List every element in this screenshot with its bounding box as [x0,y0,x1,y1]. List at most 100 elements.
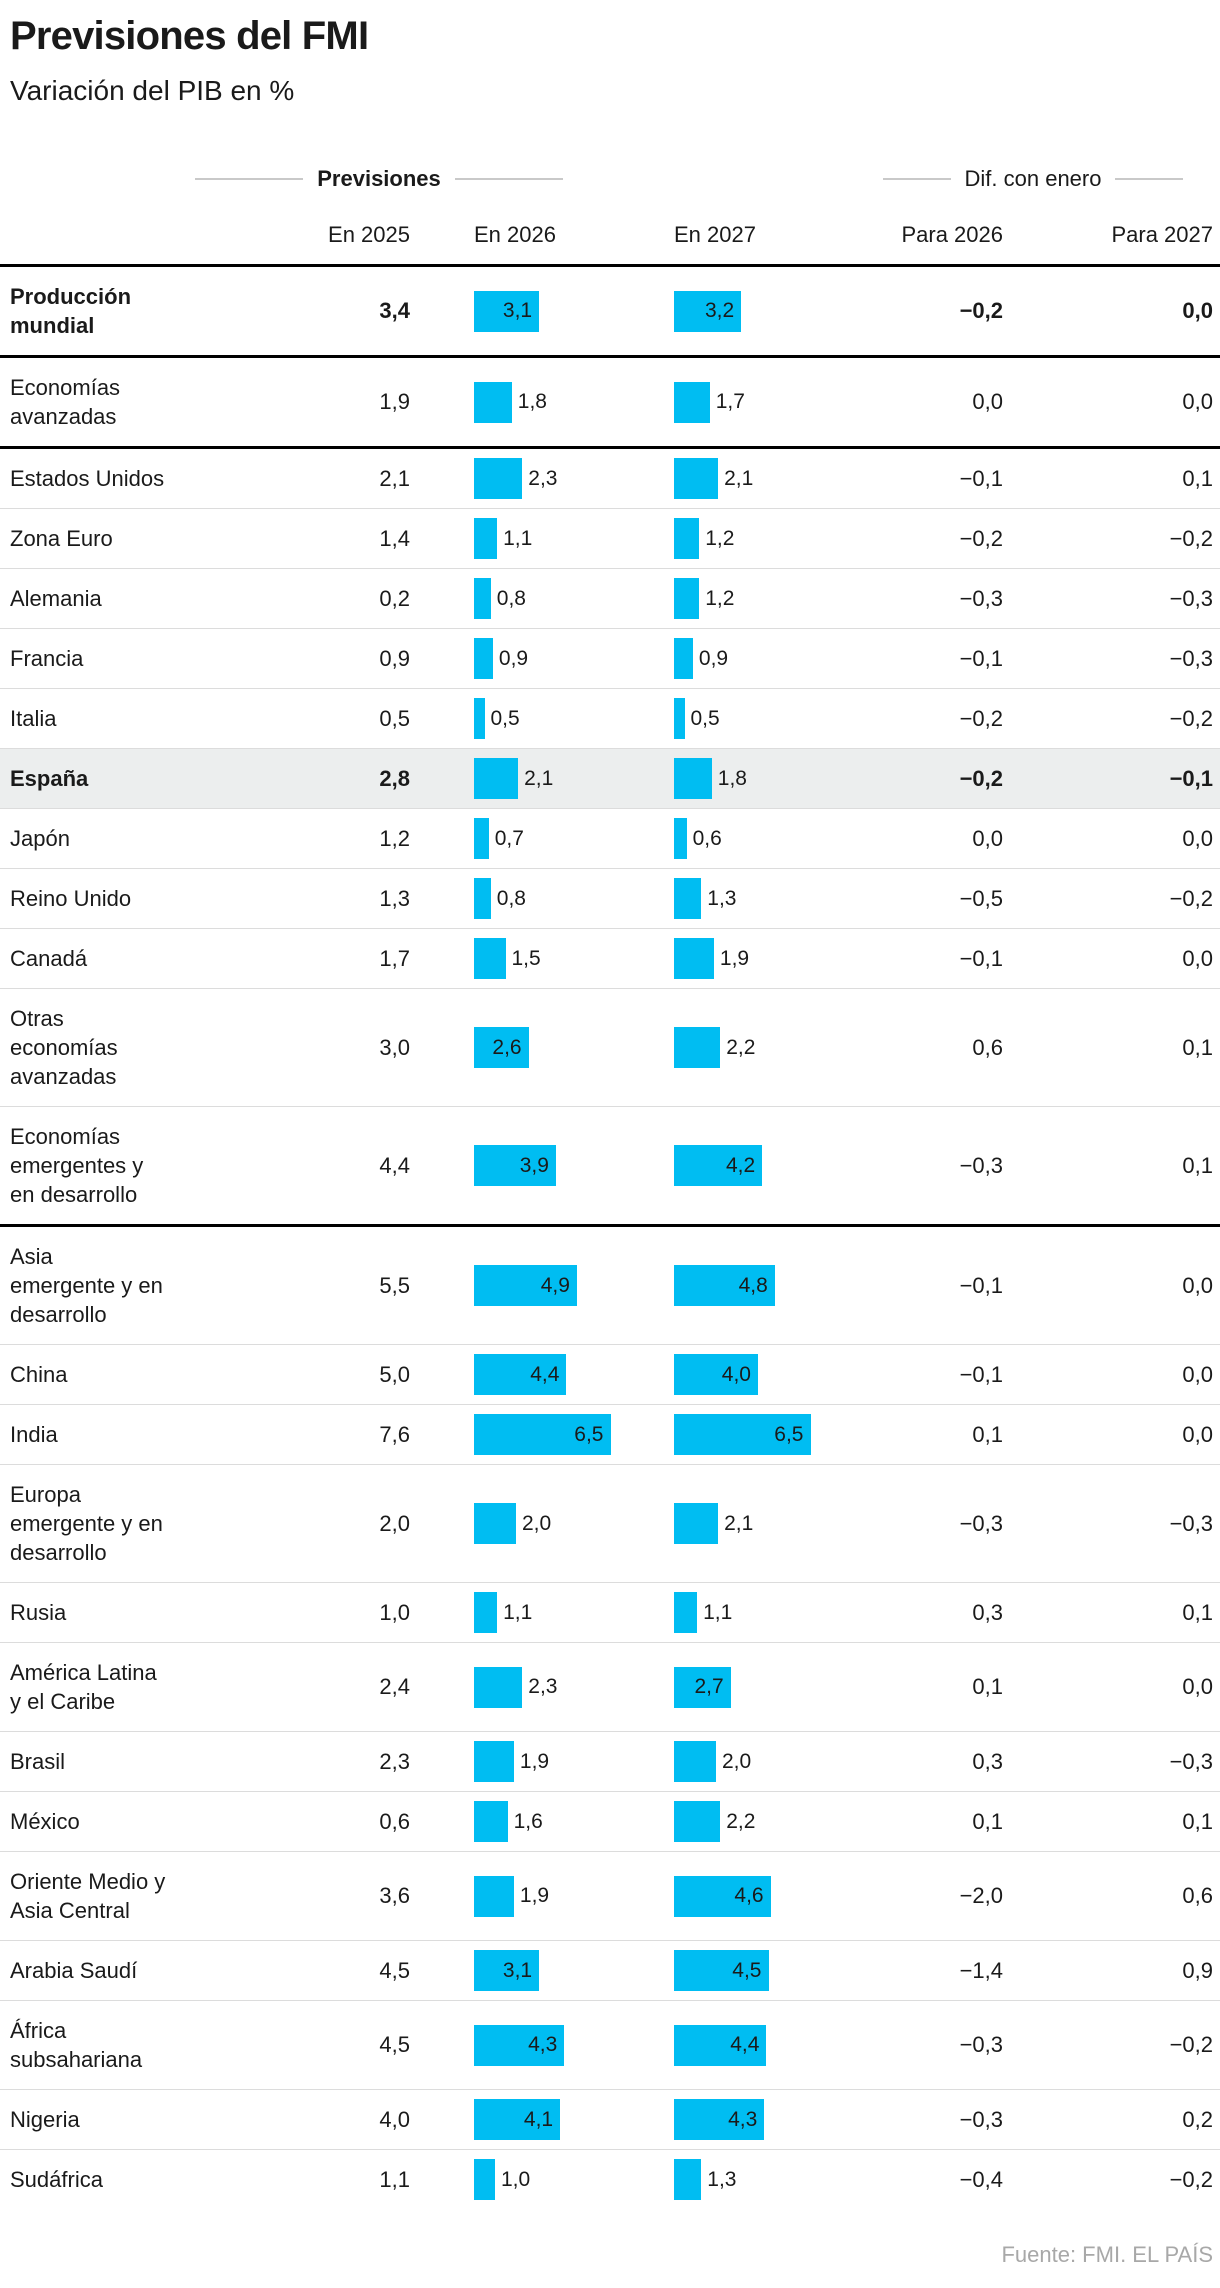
table-row: Estados Unidos 2,1 2,3 2,1 −0,1 0,1 [0,446,1220,508]
bar-cell-en-2027: 3,2 [674,290,874,332]
bar-label-en-2027: 1,1 [703,1600,733,1624]
value-para-2027: 0,6 [1182,1883,1213,1908]
value-para-2027: 0,0 [1182,825,1213,851]
bar-label-en-2026: 0,5 [490,706,520,730]
value-para-2026: −0,5 [959,885,1003,911]
bar-cell-en-2026: 1,9 [474,1741,674,1782]
value-para-2026: 0,6 [972,1034,1003,1060]
row-label-line: Economías [10,375,121,400]
row-label: Oriente Medio y Asia Central [10,1852,300,1940]
bar-en-2027: 1,2 [674,578,734,619]
bar-label-en-2026: 3,1 [502,299,533,322]
source-credit: Fuente: FMI. EL PAÍS [1001,2242,1213,2267]
table-row: Reino Unido 1,3 0,8 1,3 −0,5 −0,2 [0,868,1220,928]
row-label: Alemania [10,569,300,628]
row-label: Sudáfrica [10,2150,300,2209]
row-label-line: emergentes y [10,1153,144,1178]
bar-cell-en-2026: 1,6 [474,1801,674,1842]
bar-label-en-2027: 4,0 [721,1362,751,1386]
row-label-line: Oriente Medio y [10,1869,166,1894]
value-para-2027: 0,0 [1182,1272,1213,1298]
bar-cell-en-2026: 2,3 [474,458,674,499]
bar-en-2026: 4,4 [474,1354,567,1395]
bar-label-en-2027: 4,6 [734,1884,764,1907]
value-para-2026: 0,0 [972,389,1003,414]
value-para-2027: −0,2 [1169,2032,1213,2057]
group-header-dif-label: Dif. con enero [964,166,1102,191]
bar-label-en-2027: 1,9 [719,946,750,970]
bar-en-2027: 0,6 [674,818,722,859]
value-para-2027: 0,1 [1182,1034,1213,1060]
value-en-2025: 2,3 [379,1748,410,1774]
bar-label-en-2027: 1,7 [715,390,745,413]
row-label: Producción mundial [10,267,300,355]
table-row: Alemania 0,2 0,8 1,2 −0,3 −0,3 [0,568,1220,628]
table-row: Brasil 2,3 1,9 2,0 0,3 −0,3 [0,1731,1220,1791]
value-para-2027: −0,3 [1169,1748,1213,1774]
bar-en-2027: 2,0 [674,1741,751,1782]
bar-label-en-2026: 2,1 [524,766,554,790]
value-para-2027: 0,1 [1182,1808,1213,1834]
bar-label-en-2026: 2,6 [492,1035,522,1059]
value-para-2027: 0,1 [1182,465,1213,491]
bar-cell-en-2026: 0,5 [474,698,674,739]
bar-cell-en-2026: 1,1 [474,1592,674,1633]
value-para-2026: −0,3 [959,2032,1003,2057]
bar-cell-en-2027: 1,3 [674,2159,874,2200]
value-en-2025: 4,0 [379,2106,410,2132]
row-label-line: y el Caribe [10,1689,116,1714]
row-label-line: en desarrollo [10,1182,138,1207]
bar-label-en-2027: 2,2 [726,1035,756,1059]
bar-en-2026: 6,5 [474,1414,611,1455]
value-para-2026: 0,0 [972,825,1003,851]
bar-en-2026: 1,9 [474,1875,549,1917]
bar-cell-en-2027: 1,9 [674,938,874,979]
bar-cell-en-2026: 2,0 [474,1503,674,1544]
bar-en-2026: 0,8 [474,878,526,919]
col-header-para-2027: Para 2027 [1111,222,1213,247]
bar-en-2027: 4,8 [674,1265,775,1306]
bar-en-2026: 1,9 [474,1741,549,1782]
row-label-line: subsahariana [10,2047,143,2072]
value-para-2026: −0,3 [959,1510,1003,1536]
bar-cell-en-2027: 1,3 [674,878,874,919]
row-label: África subsahariana [10,2001,300,2089]
table-row: Francia 0,9 0,9 0,9 −0,1 −0,3 [0,628,1220,688]
bar-label-en-2026: 3,1 [502,1958,533,1982]
bar-label-en-2026: 6,5 [574,1422,604,1446]
value-para-2026: 0,3 [972,1599,1003,1625]
value-en-2025: 1,0 [379,1599,410,1625]
row-label-line: desarrollo [10,1302,107,1327]
bar-label-en-2026: 3,9 [519,1153,549,1177]
bar-en-2026: 4,3 [474,2024,565,2066]
row-label: Europa emergente y en desarrollo [10,1465,300,1582]
bar-cell-en-2027: 2,1 [674,1503,874,1544]
bar-en-2026: 2,6 [474,1027,529,1068]
row-label: Brasil [10,1732,300,1791]
row-label: Estados Unidos [10,449,300,508]
col-header-en-2025: En 2025 [328,222,410,247]
bar-label-en-2027: 2,0 [722,1749,752,1773]
value-para-2026: −0,3 [959,585,1003,611]
row-label-line: Reino Unido [10,886,132,911]
value-para-2027: 0,0 [1182,1361,1213,1387]
bar-label-en-2026: 1,1 [503,1600,533,1624]
bar-cell-en-2026: 6,5 [474,1414,674,1455]
value-en-2025: 5,5 [379,1272,410,1298]
bar-en-2026: 4,9 [474,1265,577,1306]
row-label: Economías avanzadas [10,358,300,446]
bar-cell-en-2026: 4,3 [474,2024,674,2066]
bar-cell-en-2027: 4,3 [674,2099,874,2140]
bar-cell-en-2027: 4,4 [674,2024,874,2066]
group-header-previsiones-label: Previsiones [317,166,441,191]
value-para-2026: 0,3 [972,1748,1003,1774]
value-en-2025: 1,1 [379,2166,410,2192]
bar-cell-en-2027: 0,9 [674,638,874,679]
row-label-line: economías [10,1035,118,1060]
table-row: Otras economías avanzadas 3,0 2,6 2,2 0,6 … [0,988,1220,1106]
value-para-2027: 0,2 [1182,2106,1213,2132]
col-header-para-2026: Para 2026 [901,222,1003,247]
value-en-2025: 2,8 [379,765,410,791]
table-row: Japón 1,2 0,7 0,6 0,0 0,0 [0,808,1220,868]
bar-cell-en-2027: 1,2 [674,578,874,619]
